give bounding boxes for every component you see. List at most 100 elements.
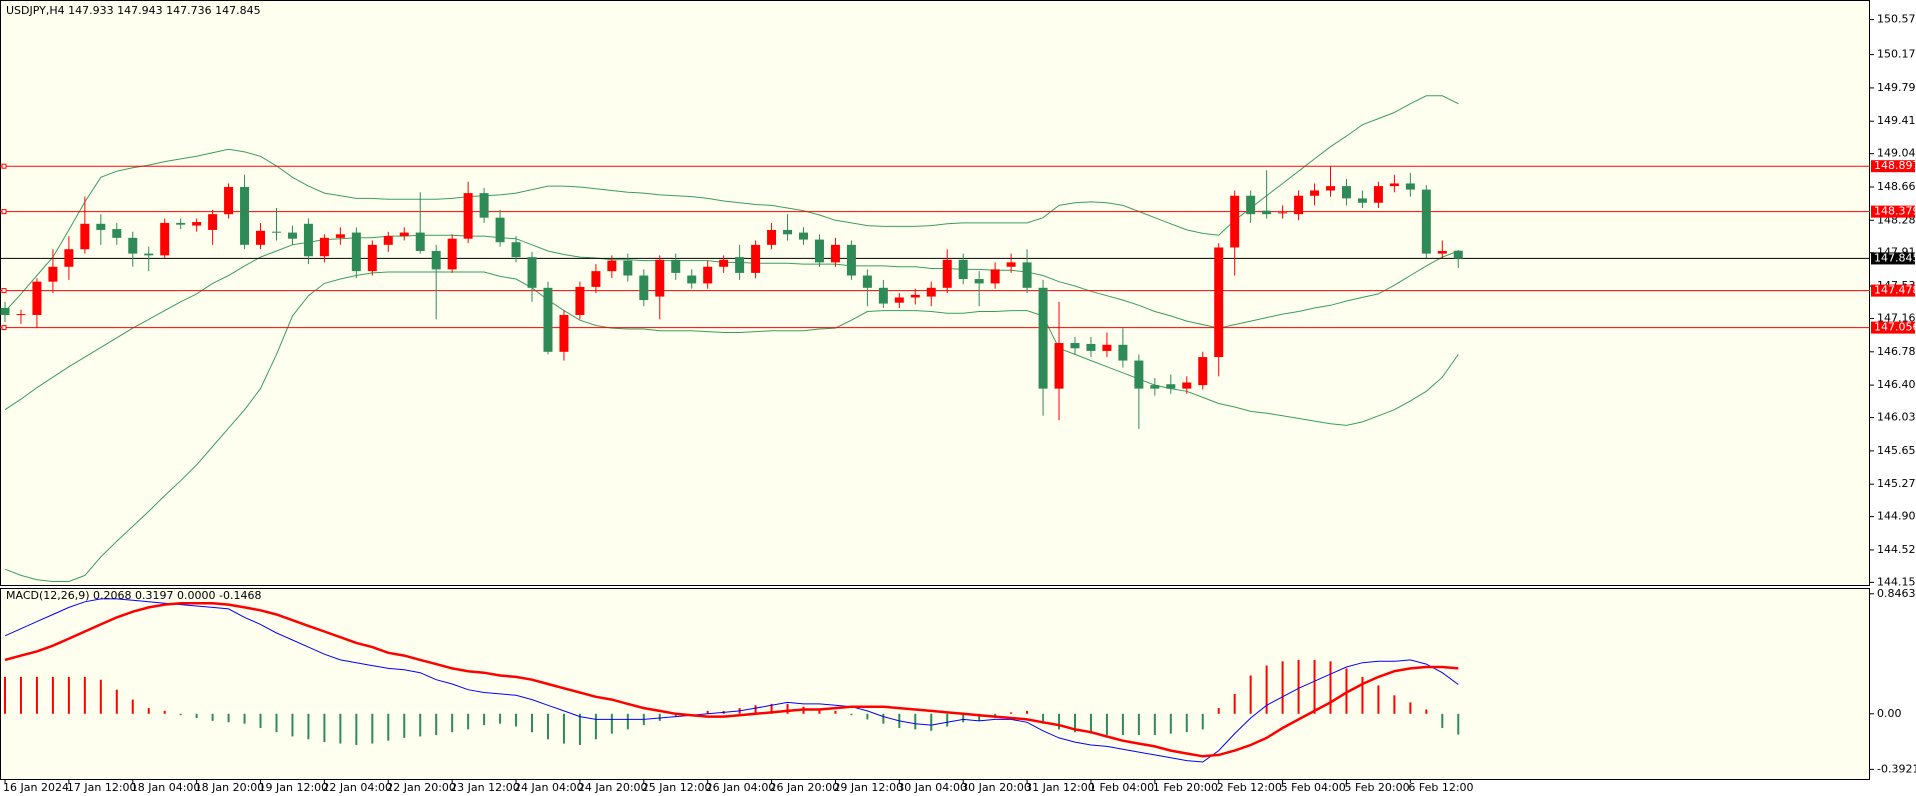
candle-body (575, 286, 585, 315)
x-tick-label: 18 Jan 04:00 (131, 781, 201, 794)
candle-body (1310, 190, 1320, 196)
candle-body (479, 193, 489, 218)
macd-line (4, 598, 1459, 763)
x-tick-label: 30 Jan 20:00 (961, 781, 1031, 794)
x-tick-label: 2 Feb 12:00 (1217, 781, 1282, 794)
candle-body (1054, 343, 1064, 389)
candle-body (1278, 212, 1288, 214)
candle-body (224, 186, 234, 215)
band-line (4, 271, 1459, 582)
level-marker (1, 325, 7, 331)
candle-body (1326, 186, 1336, 191)
candle-body (1086, 343, 1096, 351)
x-tick-label: 26 Jan 20:00 (770, 781, 840, 794)
candle-body (623, 260, 633, 276)
candle-body (240, 186, 250, 245)
candle-body (878, 287, 888, 304)
y-tick-label: 146.400 (1877, 378, 1916, 391)
candle-body (32, 281, 42, 315)
candle-body (1006, 262, 1016, 267)
candle-body (335, 234, 345, 238)
candle-body (1294, 195, 1304, 215)
candle-body (687, 275, 697, 284)
plot-layer: 150.570 150.170 149.790 149.410 149.040 148.6… (0, 13, 1916, 794)
candle-body (1214, 247, 1224, 358)
x-tick-label: 5 Feb 04:00 (1281, 781, 1346, 794)
candle-body (271, 231, 281, 233)
candle-body (495, 217, 505, 243)
x-tick-label: 24 Jan 20:00 (578, 781, 648, 794)
x-tick-label: 6 Feb 12:00 (1408, 781, 1473, 794)
level-label: 148.897 (1874, 159, 1916, 172)
candle-body (559, 314, 569, 352)
y-tick-label: 149.410 (1877, 114, 1916, 127)
x-tick-label: 22 Jan 04:00 (322, 781, 392, 794)
macd-line (4, 601, 1459, 758)
candle-body (64, 249, 74, 267)
x-tick-label: 16 Jan 2024 (3, 781, 69, 794)
candle-body (48, 266, 58, 282)
level-marker (1, 288, 7, 294)
level-label: 147.056 (1874, 321, 1916, 334)
macd-pane (0, 588, 1870, 780)
candle-body (319, 237, 329, 257)
candle-body (431, 250, 441, 270)
candle-body (846, 244, 856, 276)
x-tick-label: 29 Jan 12:00 (833, 781, 903, 794)
candle-body (639, 275, 649, 301)
level-label-box (1871, 321, 1915, 334)
candle-body (176, 222, 186, 225)
x-tick-label: 30 Jan 04:00 (897, 781, 967, 794)
candle-body (383, 236, 393, 245)
candle-body (527, 257, 537, 288)
x-tick-label: 18 Jan 20:00 (195, 781, 265, 794)
candle-body (1022, 262, 1032, 288)
candle-body (767, 229, 777, 245)
candle-body (1038, 287, 1048, 389)
candle-body (543, 287, 553, 352)
candle-body (591, 271, 601, 287)
x-tick-label: 19 Jan 12:00 (259, 781, 329, 794)
candle-body (351, 232, 361, 272)
candle-body (96, 223, 106, 230)
candle-body (862, 275, 872, 288)
candle-body (1134, 360, 1144, 389)
candle-body (671, 259, 681, 273)
candle-body (415, 232, 425, 251)
candle-body (192, 222, 202, 226)
candle-body (16, 314, 26, 316)
level-label-box (1871, 160, 1915, 173)
x-tick-label: 25 Jan 12:00 (642, 781, 712, 794)
candle-body (703, 266, 713, 284)
candle-body (1405, 183, 1415, 190)
candle-body (1341, 186, 1351, 199)
candle-body (830, 244, 840, 263)
chart-title: USDJPY,H4 147.933 147.943 147.736 147.84… (6, 4, 261, 17)
candle-body (814, 239, 824, 263)
y-tick-label: 149.790 (1877, 81, 1916, 94)
candle-body (1262, 210, 1272, 215)
candle-body (1453, 250, 1463, 259)
y-tick-label: 146.030 (1877, 411, 1916, 424)
y-tick-label: 0.00 (1877, 707, 1902, 720)
y-tick-label: 144.900 (1877, 510, 1916, 523)
level-label-box (1871, 284, 1915, 297)
y-tick-label: -0.3921 (1877, 762, 1916, 775)
x-tick-label: 1 Feb 04:00 (1089, 781, 1154, 794)
candle-body (1198, 357, 1208, 386)
candle-body (607, 260, 617, 272)
candle-body (1150, 385, 1160, 389)
x-tick-label: 17 Jan 12:00 (67, 781, 137, 794)
candle-body (287, 232, 297, 239)
y-tick-label: 144.150 (1877, 575, 1916, 588)
candle-body (1437, 250, 1447, 254)
y-tick-label: 146.780 (1877, 345, 1916, 358)
price-label-box (1871, 252, 1915, 265)
x-tick-label: 22 Jan 20:00 (386, 781, 456, 794)
candle-body (399, 232, 409, 237)
y-tick-label: 147.160 (1877, 311, 1916, 324)
y-tick-label: 149.040 (1877, 147, 1916, 160)
candle-body (80, 223, 90, 250)
